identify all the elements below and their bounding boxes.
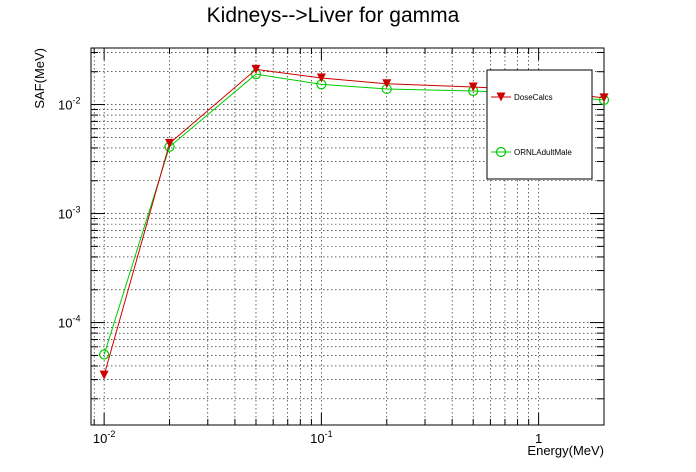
data-point xyxy=(251,64,261,74)
y-tick-label: 10-2 xyxy=(58,96,80,113)
legend-marker xyxy=(495,146,507,158)
legend: DoseCalcs ORNLAdultMale xyxy=(486,69,593,180)
axis-ticks xyxy=(91,48,605,425)
legend-entry: ORNLAdultMale xyxy=(491,146,572,158)
plot-frame xyxy=(90,47,605,426)
legend-entry: DoseCalcs xyxy=(491,92,553,102)
chart-title: Kidneys-->Liver for gamma xyxy=(207,4,460,27)
legend-label: ORNLAdultMale xyxy=(514,148,572,157)
y-tick-label: 10-4 xyxy=(58,314,80,331)
y-axis-title: SAF(MeV) xyxy=(32,48,47,109)
legend-label: DoseCalcs xyxy=(514,93,553,102)
data-point xyxy=(316,73,326,83)
data-point xyxy=(382,79,392,89)
y-tick-label: 10-3 xyxy=(58,205,80,222)
data-point xyxy=(165,138,175,148)
legend-marker xyxy=(496,92,506,102)
legend-box xyxy=(486,69,593,180)
x-tick-label: 10-1 xyxy=(310,429,332,446)
grid-lines xyxy=(91,48,605,425)
data-point xyxy=(599,93,609,103)
x-axis-title: Energy(MeV) xyxy=(527,443,604,458)
x-tick-label: 1 xyxy=(535,431,542,446)
data-point xyxy=(468,82,478,92)
data-point xyxy=(99,370,109,380)
tick-labels: 10-2 10-1 1 10-4 10-3 10-2 xyxy=(58,96,542,446)
x-tick-label: 10-2 xyxy=(93,429,115,446)
data-point xyxy=(99,349,110,360)
